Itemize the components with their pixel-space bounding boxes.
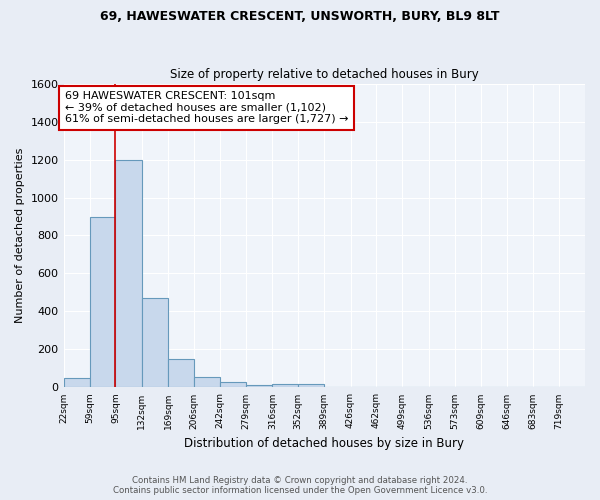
Bar: [115, 160, 142, 388]
Bar: [194, 377, 220, 388]
Text: 69, HAWESWATER CRESCENT, UNSWORTH, BURY, BL9 8LT: 69, HAWESWATER CRESCENT, UNSWORTH, BURY,…: [100, 10, 500, 23]
Y-axis label: Number of detached properties: Number of detached properties: [15, 148, 25, 323]
Bar: [64, 378, 90, 388]
Bar: [90, 216, 115, 388]
Bar: [298, 384, 324, 388]
Bar: [272, 384, 298, 388]
Bar: [142, 298, 168, 388]
Bar: [168, 359, 194, 388]
X-axis label: Distribution of detached houses by size in Bury: Distribution of detached houses by size …: [184, 437, 464, 450]
Bar: [220, 382, 246, 388]
Title: Size of property relative to detached houses in Bury: Size of property relative to detached ho…: [170, 68, 479, 81]
Text: Contains HM Land Registry data © Crown copyright and database right 2024.
Contai: Contains HM Land Registry data © Crown c…: [113, 476, 487, 495]
Bar: [246, 384, 272, 388]
Text: 69 HAWESWATER CRESCENT: 101sqm
← 39% of detached houses are smaller (1,102)
61% : 69 HAWESWATER CRESCENT: 101sqm ← 39% of …: [65, 91, 349, 124]
